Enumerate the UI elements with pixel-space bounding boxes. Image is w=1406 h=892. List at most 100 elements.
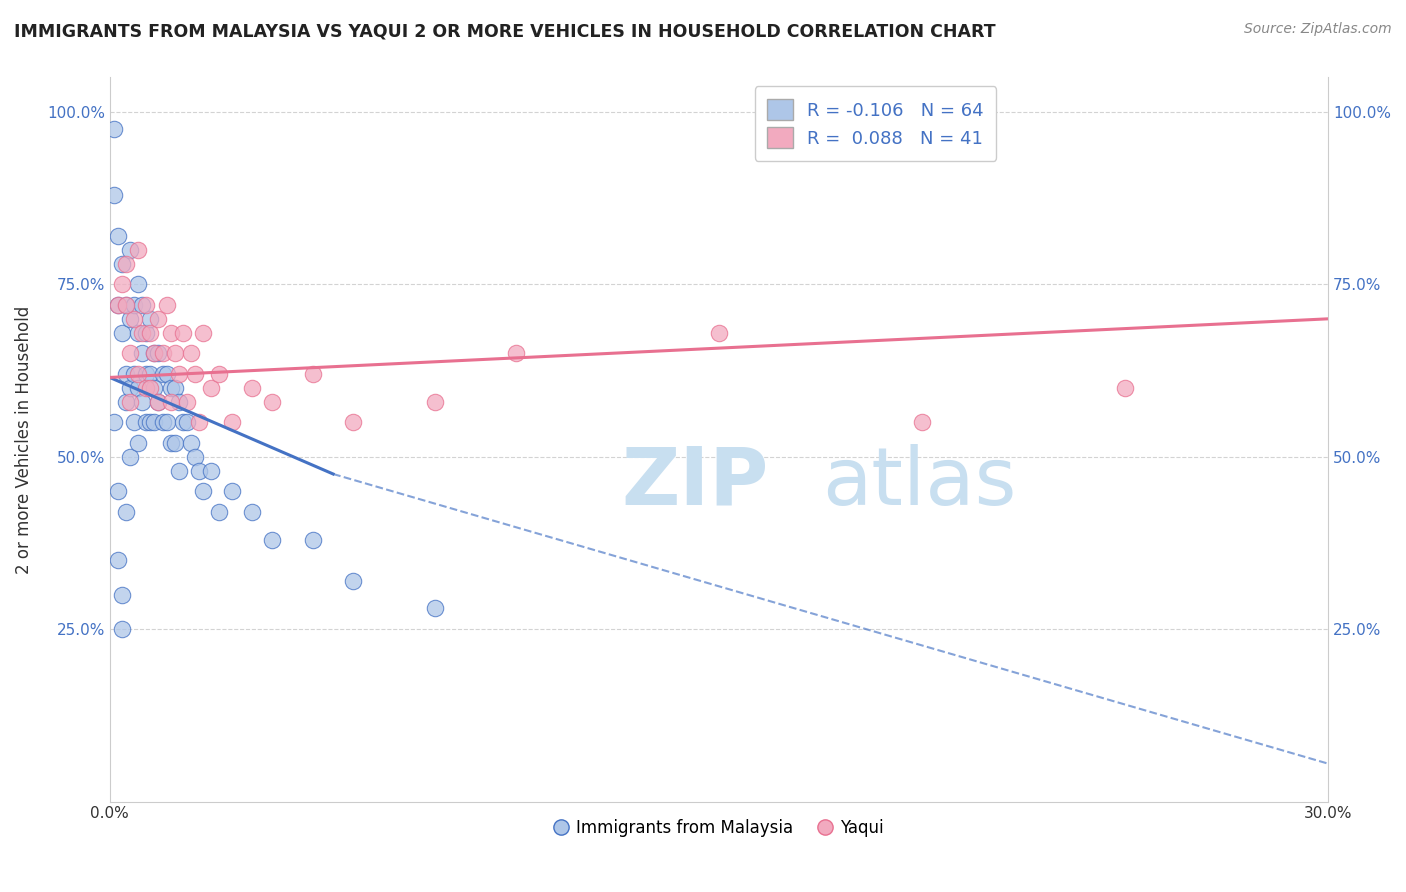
Point (122, 298, 145, 312)
Point (143, 415, 166, 429)
Point (127, 243, 149, 257)
Point (301, 533, 323, 547)
Point (159, 436, 181, 450)
Point (107, 484, 129, 499)
Point (127, 436, 149, 450)
Point (221, 484, 243, 499)
Point (208, 505, 231, 519)
Point (155, 298, 177, 312)
Point (135, 367, 157, 381)
Point (163, 436, 186, 450)
Point (139, 326, 162, 340)
Point (262, 533, 284, 547)
Point (159, 394, 181, 409)
Point (208, 367, 231, 381)
Point (188, 464, 211, 478)
Point (200, 381, 222, 395)
Point (200, 464, 222, 478)
Point (301, 367, 323, 381)
Point (122, 311, 145, 326)
Point (167, 394, 190, 409)
Point (115, 367, 138, 381)
Point (176, 415, 198, 429)
Point (139, 415, 162, 429)
Point (342, 574, 364, 588)
Point (107, 553, 129, 567)
Point (148, 394, 170, 409)
Text: IMMIGRANTS FROM MALAYSIA VS YAQUI 2 OR MORE VEHICLES IN HOUSEHOLD CORRELATION CH: IMMIGRANTS FROM MALAYSIA VS YAQUI 2 OR M… (14, 22, 995, 40)
Point (120, 381, 142, 395)
Point (148, 346, 170, 360)
Point (139, 311, 162, 326)
Point (135, 326, 157, 340)
Text: atlas: atlas (823, 444, 1017, 522)
Point (115, 298, 138, 312)
Point (163, 346, 186, 360)
Point (188, 415, 211, 429)
Point (120, 450, 142, 464)
Point (120, 243, 142, 257)
Point (911, 415, 934, 429)
Point (135, 415, 157, 429)
Point (115, 394, 138, 409)
Point (143, 346, 166, 360)
Text: ZIP: ZIP (621, 444, 769, 522)
Point (135, 298, 157, 312)
Point (103, 122, 125, 136)
Point (120, 346, 142, 360)
Point (184, 367, 207, 381)
Point (131, 298, 153, 312)
Point (111, 257, 134, 271)
Point (127, 367, 149, 381)
Point (115, 257, 138, 271)
Point (155, 415, 177, 429)
Point (176, 394, 198, 409)
Point (131, 394, 153, 409)
Point (107, 298, 129, 312)
Point (131, 346, 153, 360)
Point (240, 381, 263, 395)
Point (152, 367, 174, 381)
Point (127, 381, 149, 395)
Point (191, 484, 214, 499)
Point (423, 601, 446, 615)
Point (159, 326, 181, 340)
Point (107, 229, 129, 244)
Point (139, 381, 162, 395)
Point (505, 346, 527, 360)
Legend: Immigrants from Malaysia, Yaqui: Immigrants from Malaysia, Yaqui (548, 813, 890, 844)
Point (152, 415, 174, 429)
Point (180, 346, 202, 360)
Point (262, 394, 284, 409)
Point (120, 311, 142, 326)
Point (155, 367, 177, 381)
Point (115, 298, 138, 312)
Point (163, 381, 186, 395)
Point (143, 381, 166, 395)
Point (423, 394, 446, 409)
Text: Source: ZipAtlas.com: Source: ZipAtlas.com (1244, 22, 1392, 37)
Point (120, 394, 142, 409)
Point (167, 464, 190, 478)
Point (240, 505, 263, 519)
Point (221, 415, 243, 429)
Point (152, 346, 174, 360)
Point (122, 415, 145, 429)
Point (111, 277, 134, 292)
Point (111, 622, 134, 636)
Point (115, 505, 138, 519)
Point (131, 326, 153, 340)
Point (148, 311, 170, 326)
Point (159, 381, 181, 395)
Point (127, 277, 149, 292)
Point (167, 367, 190, 381)
Point (127, 326, 149, 340)
Point (103, 415, 125, 429)
Point (342, 415, 364, 429)
Point (707, 326, 730, 340)
Point (103, 187, 125, 202)
Point (184, 450, 207, 464)
Point (172, 415, 194, 429)
Point (148, 394, 170, 409)
Y-axis label: 2 or more Vehicles in Household: 2 or more Vehicles in Household (15, 305, 32, 574)
